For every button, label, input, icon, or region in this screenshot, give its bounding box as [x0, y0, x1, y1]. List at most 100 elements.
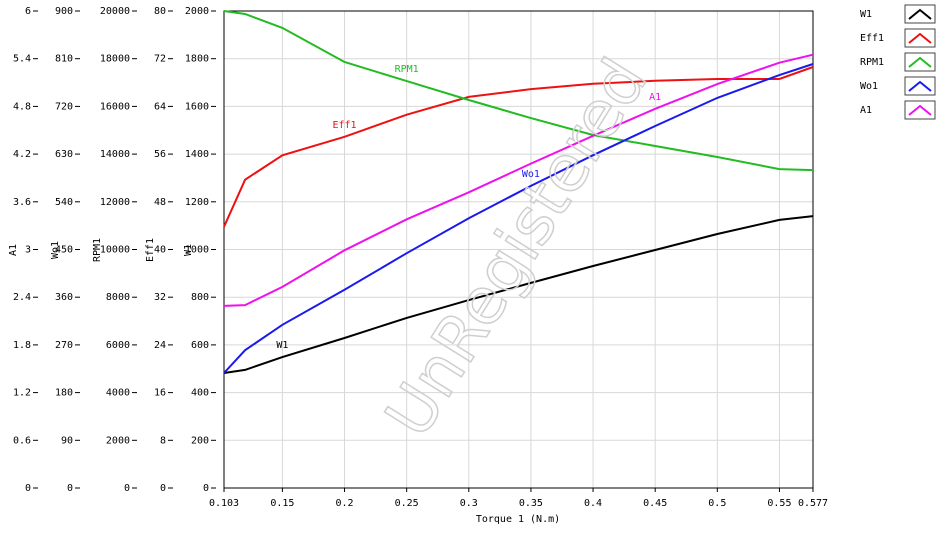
x-tick-label: 0.25	[395, 498, 419, 509]
y-tick-label: 90	[61, 435, 73, 446]
y-tick-label: 72	[154, 54, 166, 65]
y-tick-label: 3	[25, 245, 31, 256]
y-tick-label: 2000	[185, 6, 209, 17]
y-tick-label: 10000	[100, 245, 130, 256]
y-tick-label: 450	[55, 245, 73, 256]
y-tick-label: 8000	[106, 292, 130, 303]
series-line	[223, 66, 814, 228]
y-tick-label: 1200	[185, 197, 209, 208]
x-tick-label: 0.15	[270, 498, 294, 509]
y-tick-label: 360	[55, 292, 73, 303]
y-tick-label: 6	[25, 6, 31, 17]
legend-label: Wo1	[860, 81, 878, 92]
legend-swatch	[908, 8, 932, 20]
legend-box	[904, 100, 936, 120]
x-tick-label: 0.3	[460, 498, 478, 509]
legend-box	[904, 4, 936, 24]
x-tick-label: 0.55	[767, 498, 791, 509]
y-tick-label: 0	[25, 483, 31, 494]
plot: 0.103 0.15 0.2 0.25 0.3 0.35 0.4 0.45 0.5 0.55 0.5…	[8, 4, 936, 509]
x-tick-label: 0.103	[209, 498, 239, 509]
curve-label: A1	[649, 92, 661, 103]
legend-swatch	[908, 80, 932, 92]
y-tick-label: 1600	[185, 101, 209, 112]
y-tick-label: 8	[160, 435, 166, 446]
x-tick-label: 0.35	[519, 498, 543, 509]
y-tick-label: 0.6	[13, 435, 31, 446]
y-tick-label: 600	[191, 340, 209, 351]
y-tick-label: 2.4	[13, 292, 31, 303]
x-tick-label: 0.577	[798, 498, 828, 509]
y-axis-title: Wo1	[50, 241, 61, 259]
y-tick-label: 200	[191, 435, 209, 446]
y-tick-label: 0	[124, 483, 130, 494]
y-tick-label: 810	[55, 54, 73, 65]
y-tick-label: 32	[154, 292, 166, 303]
y-tick-label: 20000	[100, 6, 130, 17]
legend-swatch	[908, 32, 932, 44]
y-tick-label: 14000	[100, 149, 130, 160]
legend-label: A1	[860, 105, 872, 116]
y-tick-label: 1800	[185, 54, 209, 65]
y-axis-title: Eff1	[145, 238, 156, 262]
y-tick-label: 270	[55, 340, 73, 351]
y-tick-label: 56	[154, 149, 166, 160]
y-tick-label: 1400	[185, 149, 209, 160]
y-tick-label: 18000	[100, 54, 130, 65]
curve-label: Wo1	[522, 169, 540, 180]
y-tick-label: 400	[191, 388, 209, 399]
y-tick-label: 0	[67, 483, 73, 494]
y-tick-label: 48	[154, 197, 166, 208]
curve-label: Eff1	[332, 120, 356, 131]
x-tick-label: 0.2	[336, 498, 354, 509]
plot-frame	[223, 10, 814, 489]
y-axis-title: RPM1	[92, 238, 103, 262]
x-tick-label: 0.4	[584, 498, 602, 509]
y-tick-label: 4.8	[13, 101, 31, 112]
y-tick-label: 180	[55, 388, 73, 399]
y-tick-label: 720	[55, 101, 73, 112]
y-tick-label: 630	[55, 149, 73, 160]
series-line	[223, 215, 814, 374]
y-tick-label: 16	[154, 388, 166, 399]
y-tick-label: 1.8	[13, 340, 31, 351]
y-tick-label: 64	[154, 101, 166, 112]
series-line	[223, 53, 814, 307]
y-tick-label: 6000	[106, 340, 130, 351]
y-tick-label: 0	[160, 483, 166, 494]
legend-box	[904, 76, 936, 96]
series-line	[223, 63, 814, 374]
legend-label: Eff1	[860, 33, 884, 44]
legend-box	[904, 28, 936, 48]
legend-label: W1	[860, 9, 872, 20]
y-axis-title: A1	[8, 244, 19, 256]
y-tick-label: 540	[55, 197, 73, 208]
y-tick-label: 900	[55, 6, 73, 17]
x-axis-title: Torque 1 (N.m)	[476, 514, 560, 525]
y-tick-label: 1000	[185, 245, 209, 256]
legend-label: RPM1	[860, 57, 884, 68]
y-tick-label: 2000	[106, 435, 130, 446]
x-tick-label: 0.45	[643, 498, 667, 509]
y-tick-label: 1.2	[13, 388, 31, 399]
y-tick-label: 4000	[106, 388, 130, 399]
curve-label: RPM1	[395, 64, 419, 75]
y-tick-label: 24	[154, 340, 166, 351]
y-tick-label: 80	[154, 6, 166, 17]
y-tick-label: 800	[191, 292, 209, 303]
y-tick-label: 5.4	[13, 54, 31, 65]
y-axis-title: W1	[183, 244, 194, 256]
legend-box	[904, 52, 936, 72]
y-tick-label: 0	[203, 483, 209, 494]
y-tick-label: 12000	[100, 197, 130, 208]
y-tick-label: 3.6	[13, 197, 31, 208]
y-tick-label: 40	[154, 245, 166, 256]
series-line	[223, 10, 814, 172]
x-tick-label: 0.5	[708, 498, 726, 509]
legend-swatch	[908, 56, 932, 68]
curve-label: W1	[276, 340, 288, 351]
y-tick-label: 16000	[100, 101, 130, 112]
y-tick-label: 4.2	[13, 149, 31, 160]
legend-swatch	[908, 104, 932, 116]
